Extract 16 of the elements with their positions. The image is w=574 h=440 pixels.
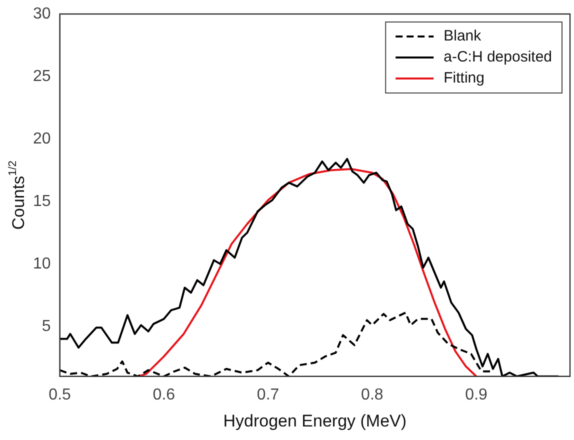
x-tick-label: 0.7 <box>256 386 280 404</box>
y-axis-title: Counts1/2 <box>7 160 28 230</box>
x-tick-label: 0.6 <box>152 386 176 404</box>
y-tick-label: 25 <box>33 68 51 85</box>
x-tick-label: 0.5 <box>48 386 72 404</box>
y-tick-label: 5 <box>42 318 51 335</box>
legend-label: Fitting <box>444 70 484 87</box>
x-tick-label: 0.8 <box>361 386 384 404</box>
y-tick-label: 15 <box>33 192 51 210</box>
x-axis-title: Hydrogen Energy (MeV) <box>223 411 407 430</box>
y-tick-label: 10 <box>33 255 51 272</box>
y-tick-label: 20 <box>33 130 51 148</box>
legend-label: Blank <box>444 28 482 45</box>
x-tick-label: 0.9 <box>465 386 488 404</box>
legend-label: a-C:H deposited <box>444 48 552 66</box>
y-tick-label: 30 <box>33 5 51 22</box>
